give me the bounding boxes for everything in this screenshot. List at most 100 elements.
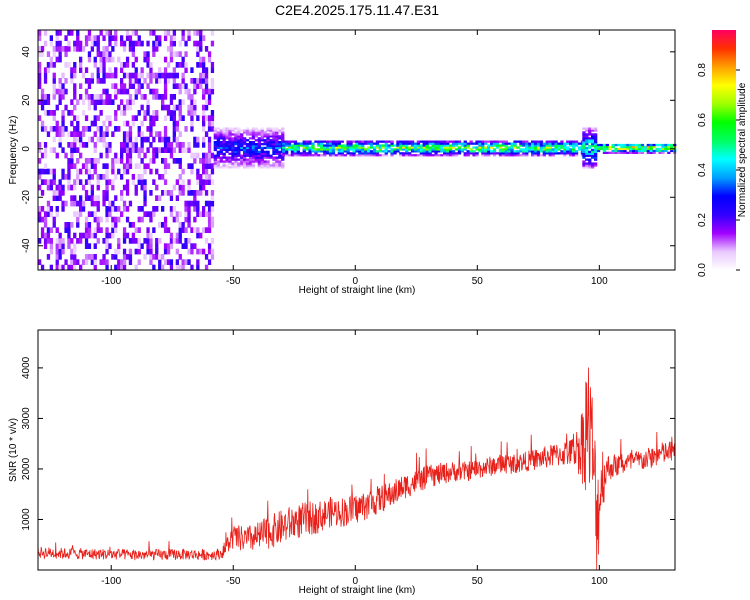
spectrogram-cell: [93, 232, 97, 239]
spectrogram-cell: [202, 136, 206, 143]
spectrogram-cell: [120, 264, 124, 271]
spectrogram-cell: [90, 163, 94, 169]
spectrogram-cell: [143, 152, 147, 159]
spectrogram-cell: [287, 142, 292, 145]
spectrogram-cell: [278, 150, 282, 153]
spectrogram-cell: [128, 142, 133, 148]
spectrogram-cell: [49, 238, 53, 244]
spectrogram-cell: [73, 254, 77, 260]
spectrogram-cell: [46, 62, 51, 68]
spectrogram-cell: [234, 133, 238, 136]
spectrogram-cell: [216, 131, 220, 134]
spectrogram-cell: [105, 216, 109, 223]
spectrogram-cell: [251, 133, 256, 136]
spectrogram-cell: [163, 104, 168, 111]
spectrogram-cell: [111, 72, 115, 79]
spectrogram-cell: [193, 99, 197, 105]
spectrogram-cell: [87, 126, 92, 132]
spectrogram-cell: [572, 152, 576, 155]
spectrogram-cell: [251, 156, 256, 159]
spectrogram-cell: [285, 150, 289, 153]
figure-title: C2E4.2025.175.11.47.E31: [275, 2, 439, 18]
spectrogram-cell: [155, 195, 159, 201]
spectrogram-cell: [166, 78, 171, 84]
spectrogram-cell: [323, 140, 327, 143]
spectrogram-cell: [114, 126, 118, 132]
spectrogram-cell: [161, 72, 165, 79]
spectrogram-cell: [58, 238, 62, 244]
snr-x-tick-label: -50: [226, 576, 241, 587]
spectrogram-cell: [158, 254, 162, 260]
spectrogram-cell: [611, 145, 615, 149]
spectrogram-cell: [257, 146, 261, 150]
spectrogram-cell: [158, 195, 162, 201]
spectrogram-cell: [102, 62, 106, 68]
spectrogram-cell: [293, 140, 298, 143]
spectrogram-cell: [199, 56, 203, 63]
spectrogram-cell: [76, 126, 80, 132]
spectrogram-cell: [79, 195, 83, 201]
spectrogram-cell: [266, 150, 270, 153]
spectrogram-cell: [626, 147, 630, 151]
spectrogram-cell: [210, 40, 215, 47]
spectrogram-cell: [122, 142, 127, 148]
spectrogram-cell: [166, 136, 171, 143]
spectrogram-cell: [649, 145, 653, 149]
spectrogram-cell: [225, 146, 229, 150]
spectrogram-cell: [416, 150, 421, 153]
spectrogram-cell: [599, 145, 604, 149]
spectrogram-cell: [487, 148, 491, 151]
spectrogram-cell: [446, 146, 450, 149]
spectrogram-cell: [199, 211, 203, 217]
spectrogram-cell: [158, 238, 162, 244]
spectrogram-cell: [269, 129, 273, 132]
spectrogram-cell: [216, 143, 220, 146]
spectrogram-cell: [163, 126, 168, 132]
spectrogram-y-tick-label: -20: [21, 190, 32, 205]
spectrogram-cell: [596, 145, 601, 149]
spectrogram-cell: [84, 232, 89, 239]
spectrogram-cell: [73, 131, 77, 137]
spectrogram-cell: [302, 154, 306, 157]
spectrogram-cell: [149, 168, 153, 175]
spectrogram-cell: [125, 216, 130, 223]
spectrogram-cell: [213, 162, 217, 165]
spectrogram-cell: [410, 150, 415, 153]
spectrogram-cell: [131, 232, 135, 239]
spectrogram-cell: [196, 115, 200, 121]
spectrogram-cell: [243, 160, 247, 163]
spectrogram-cell: [361, 146, 365, 149]
spectrogram-cell: [475, 140, 479, 143]
spectrogram-cell: [108, 232, 112, 239]
spectrogram-cell: [120, 147, 124, 153]
spectrogram-cell: [222, 137, 226, 140]
spectrogram-cell: [582, 160, 586, 163]
spectrogram-cell: [302, 142, 306, 145]
spectrogram-cell: [187, 190, 191, 196]
spectrogram-cell: [172, 158, 176, 164]
spectrogram-cell: [181, 184, 185, 191]
spectrogram-cell: [308, 146, 312, 149]
spectrogram-cell: [178, 99, 182, 105]
spectrogram-cell: [228, 133, 232, 136]
spectrogram-cell: [248, 137, 253, 140]
spectrogram-cell: [667, 151, 671, 154]
spectrogram-cell: [334, 148, 339, 151]
spectrogram-cell: [58, 136, 62, 143]
spectrogram-cell: [70, 158, 74, 164]
spectrogram-cell: [272, 162, 276, 165]
spectrogram-cell: [626, 143, 630, 147]
spectrogram-cell: [172, 120, 176, 127]
spectrogram-cell: [605, 145, 609, 149]
spectrogram-cell: [210, 206, 215, 212]
spectrogram-cell: [163, 147, 168, 153]
spectrogram-cell: [122, 232, 127, 239]
spectrogram-cell: [76, 200, 80, 207]
spectrogram-cell: [76, 238, 80, 244]
spectrogram-cell: [305, 140, 309, 143]
spectrogram-cell: [49, 206, 53, 212]
spectrogram-cell: [79, 142, 83, 148]
spectrogram-cell: [163, 35, 168, 41]
spectrogram-cell: [416, 154, 421, 157]
spectrogram-cell: [328, 148, 333, 151]
